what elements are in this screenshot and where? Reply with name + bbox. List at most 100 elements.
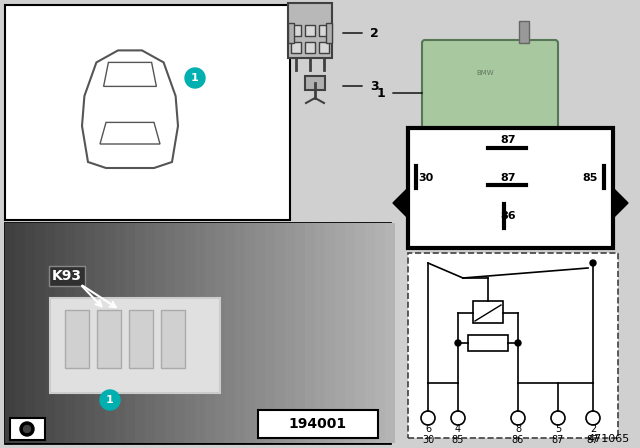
Bar xyxy=(25,223,35,443)
Bar xyxy=(245,223,255,443)
Text: K93: K93 xyxy=(52,269,82,283)
Bar xyxy=(315,223,325,443)
Text: BMW: BMW xyxy=(476,70,494,76)
Bar xyxy=(375,223,385,443)
Bar xyxy=(265,223,275,443)
Polygon shape xyxy=(613,188,628,218)
Bar xyxy=(496,140,506,168)
Bar xyxy=(519,21,529,43)
Polygon shape xyxy=(393,188,408,218)
Text: 1: 1 xyxy=(376,86,385,99)
Bar xyxy=(185,223,195,443)
Point xyxy=(320,55,328,60)
Point xyxy=(306,67,314,73)
Bar xyxy=(55,223,65,443)
Bar xyxy=(165,223,175,443)
Text: 3: 3 xyxy=(370,79,379,92)
Bar xyxy=(5,5,290,220)
Bar xyxy=(355,223,365,443)
Text: 4: 4 xyxy=(455,424,461,434)
Bar xyxy=(205,223,215,443)
Text: 471065: 471065 xyxy=(588,434,630,444)
Bar xyxy=(85,223,95,443)
Text: 30: 30 xyxy=(422,435,434,445)
Bar xyxy=(408,128,613,248)
Bar xyxy=(115,223,125,443)
Bar xyxy=(50,298,220,393)
Bar xyxy=(345,223,355,443)
FancyBboxPatch shape xyxy=(422,40,558,146)
Text: 85: 85 xyxy=(582,173,598,183)
Circle shape xyxy=(451,411,465,425)
Bar xyxy=(466,140,476,168)
Text: 87: 87 xyxy=(500,173,516,183)
Text: 86: 86 xyxy=(512,435,524,445)
Text: 1: 1 xyxy=(191,73,199,83)
Bar xyxy=(519,140,529,168)
Point xyxy=(292,55,300,60)
Bar xyxy=(105,223,115,443)
Bar xyxy=(288,23,294,43)
Circle shape xyxy=(455,340,461,346)
Point xyxy=(306,55,314,60)
Bar xyxy=(408,253,618,438)
Bar xyxy=(258,410,378,438)
Circle shape xyxy=(185,68,205,88)
Bar xyxy=(255,223,265,443)
Bar xyxy=(275,223,285,443)
Circle shape xyxy=(100,390,120,410)
Bar xyxy=(291,42,301,53)
Text: 2: 2 xyxy=(370,26,379,39)
Text: 6: 6 xyxy=(425,424,431,434)
Circle shape xyxy=(511,411,525,425)
Bar xyxy=(45,223,55,443)
Bar xyxy=(5,223,390,443)
Bar xyxy=(291,25,301,36)
Bar xyxy=(319,25,329,36)
Bar xyxy=(155,223,165,443)
Text: 87: 87 xyxy=(500,135,516,145)
Bar xyxy=(195,223,205,443)
Bar xyxy=(125,223,135,443)
Circle shape xyxy=(586,411,600,425)
Bar xyxy=(385,223,395,443)
Bar xyxy=(365,223,375,443)
Bar xyxy=(10,418,45,440)
Circle shape xyxy=(515,340,521,346)
Bar xyxy=(15,223,25,443)
Text: 85: 85 xyxy=(452,435,464,445)
Bar xyxy=(75,223,85,443)
Circle shape xyxy=(421,411,435,425)
Bar xyxy=(35,223,45,443)
Polygon shape xyxy=(82,51,178,168)
Polygon shape xyxy=(100,122,160,144)
Text: 87: 87 xyxy=(552,435,564,445)
Bar xyxy=(305,223,315,443)
Text: 5: 5 xyxy=(555,424,561,434)
Bar xyxy=(468,335,508,351)
Circle shape xyxy=(24,426,31,432)
Text: 8: 8 xyxy=(515,424,521,434)
Bar xyxy=(65,310,89,368)
Bar xyxy=(326,23,332,43)
Bar xyxy=(305,76,325,90)
Polygon shape xyxy=(104,62,156,86)
Bar xyxy=(225,223,235,443)
Bar xyxy=(305,25,315,36)
Bar xyxy=(325,223,335,443)
Text: 1: 1 xyxy=(106,395,114,405)
Bar xyxy=(161,310,185,368)
Bar xyxy=(335,223,345,443)
Circle shape xyxy=(551,411,565,425)
Bar xyxy=(65,223,75,443)
Bar xyxy=(319,42,329,53)
Bar xyxy=(295,223,305,443)
Bar xyxy=(95,223,105,443)
Bar xyxy=(285,223,295,443)
Text: 30: 30 xyxy=(419,173,434,183)
Bar xyxy=(473,301,503,323)
Bar xyxy=(288,3,332,58)
Point xyxy=(320,67,328,73)
Bar xyxy=(446,140,456,168)
Bar xyxy=(215,223,225,443)
